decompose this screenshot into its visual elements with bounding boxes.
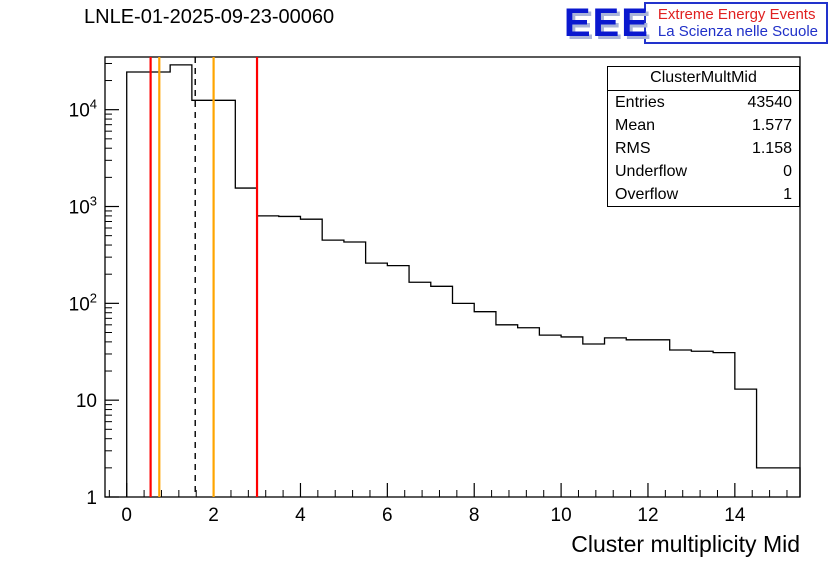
stat-value: 1 <box>783 186 792 203</box>
stat-value: 1.158 <box>751 140 792 157</box>
y-tick-label: 10 <box>76 391 97 412</box>
x-tick-label: 10 <box>551 505 572 526</box>
stats-box: ClusterMultMid Entries 43540 Mean 1.577 … <box>607 66 800 207</box>
stat-value: 43540 <box>747 94 793 111</box>
eee-logo-line1: Extreme Energy Events <box>657 6 816 23</box>
y-tick-label: 104 <box>69 97 97 122</box>
x-axis-title: Cluster multiplicity Mid <box>571 531 800 557</box>
stat-value: 0 <box>783 163 792 180</box>
stat-row-mean: Mean 1.577 <box>608 114 799 137</box>
eee-logo-line2: La Scienza nelle Scuole <box>657 23 818 40</box>
eee-logo: EEE Extreme Energy Events La Scienza nel… <box>564 2 828 44</box>
y-tick-label: 102 <box>69 290 97 315</box>
stats-box-title: ClusterMultMid <box>608 67 799 91</box>
stat-row-overflow: Overflow 1 <box>608 183 799 206</box>
x-tick-label: 2 <box>208 505 219 526</box>
x-tick-label: 4 <box>295 505 306 526</box>
stat-label: Underflow <box>615 163 688 180</box>
x-tick-label: 8 <box>469 505 480 526</box>
x-tick-label: 14 <box>724 505 746 526</box>
stat-row-entries: Entries 43540 <box>608 91 799 114</box>
stat-label: Entries <box>615 94 665 111</box>
stat-row-rms: RMS 1.158 <box>608 137 799 160</box>
stat-row-underflow: Underflow 0 <box>608 160 799 183</box>
stat-label: Overflow <box>615 186 679 203</box>
stat-label: Mean <box>615 117 656 134</box>
x-tick-label: 6 <box>382 505 393 526</box>
histogram-line <box>126 64 801 497</box>
eee-logo-acronym: EEE <box>563 1 650 45</box>
plot-frame <box>104 56 801 498</box>
y-tick-label: 103 <box>69 194 97 219</box>
stat-value: 1.577 <box>751 117 792 134</box>
y-tick-label: 1 <box>86 488 97 509</box>
x-tick-label: 0 <box>121 505 132 526</box>
x-tick-label: 12 <box>637 505 658 526</box>
stat-label: RMS <box>615 140 651 157</box>
page-title: LNLE-01-2025-09-23-00060 <box>84 6 335 28</box>
eee-logo-tagline-box: Extreme Energy Events La Scienza nelle S… <box>643 2 828 44</box>
